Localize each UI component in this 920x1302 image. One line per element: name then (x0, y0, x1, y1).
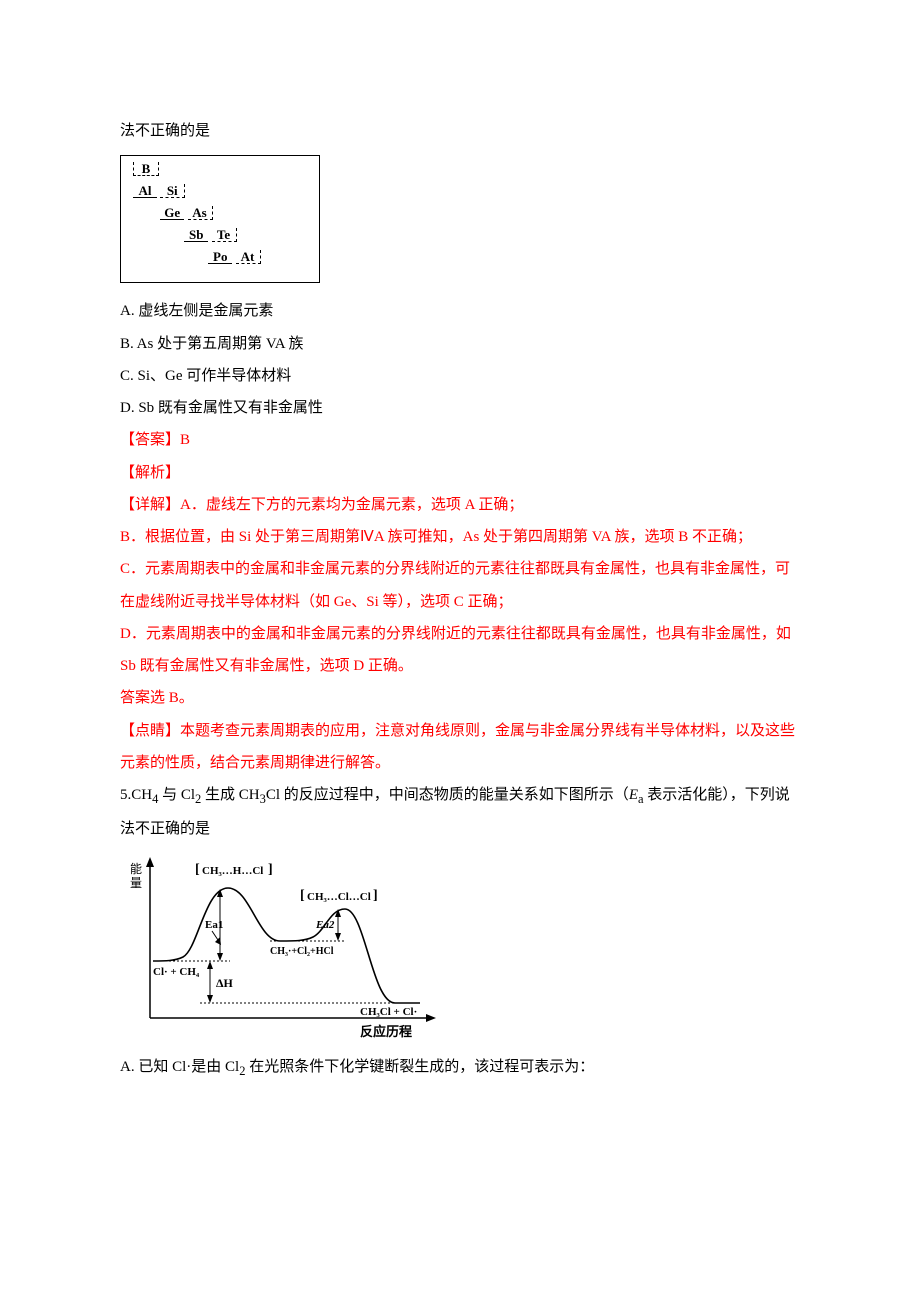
q4-opt-d: D. Sb 既有金属性又有非金属性 (120, 392, 800, 424)
el-b: B (133, 162, 159, 176)
dianjing-label: 【点睛】 (120, 723, 180, 739)
q4-dianjing: 【点睛】本题考查元素周期表的应用，注意对角线原则，金属与非金属分界线有半导体材料… (120, 715, 800, 780)
svg-text:CH₃…H…Cl: CH₃…H…Cl (202, 865, 263, 877)
q5-stem: 5.CH4 与 Cl2 生成 CH3Cl 的反应过程中，中间态物质的能量关系如下… (120, 779, 800, 845)
svg-text:CH₃·+Cl₂+HCl: CH₃·+Cl₂+HCl (270, 946, 334, 957)
svg-text:量: 量 (130, 876, 142, 890)
el-as: As (188, 206, 213, 220)
answer-label: 【答案】 (120, 432, 180, 448)
svg-text:[: [ (195, 862, 200, 877)
q5-opt-a-pre: A. 已知 Cl·是由 Cl (120, 1059, 239, 1075)
el-al: Al (133, 184, 157, 198)
q4-stem-cont: 法不正确的是 (120, 115, 800, 147)
el-sb: Sb (184, 228, 208, 242)
q5-stem-pre: 5.CH (120, 787, 152, 803)
el-ge: Ge (160, 206, 184, 220)
q4-detail-d: D．元素周期表中的金属和非金属元素的分界线附近的元素往往都既具有金属性，也具有非… (120, 618, 800, 683)
q4-opt-b: B. As 处于第五周期第 VA 族 (120, 328, 800, 360)
q4-detail-b: B．根据位置，由 Si 处于第三周期第ⅣA 族可推知，As 处于第四周期第 VA… (120, 521, 800, 553)
svg-text:CH₃…Cl…Cl: CH₃…Cl…Cl (307, 891, 371, 903)
el-at: At (236, 250, 261, 264)
document-page: 法不正确的是 B Al Si Ge As Sb Te Po At A. 虚线左侧… (0, 0, 920, 1302)
svg-text:ΔH: ΔH (216, 976, 234, 990)
detail-a-text: A．虚线左下方的元素均为金属元素，选项 A 正确； (180, 497, 523, 513)
energy-diagram: 能 量 反应历程 Ea1 Ea2 ΔH (120, 853, 450, 1043)
svg-text:Ea2: Ea2 (315, 919, 335, 931)
q5-opt-a: A. 已知 Cl·是由 Cl2 在光照条件下化学键断裂生成的，该过程可表示为： (120, 1051, 800, 1085)
svg-text:CH₃Cl + Cl·: CH₃Cl + Cl· (360, 1006, 417, 1018)
q4-detail-a: 【详解】A．虚线左下方的元素均为金属元素，选项 A 正确； (120, 489, 800, 521)
q5-stem-mid2: 生成 CH (201, 787, 259, 803)
q5-stem-mid1: 与 Cl (158, 787, 195, 803)
q5-ea: E (629, 787, 638, 803)
svg-text:反应历程: 反应历程 (360, 1024, 412, 1039)
detail-label: 【详解】 (120, 497, 180, 513)
periodic-table-fragment: B Al Si Ge As Sb Te Po At (120, 155, 320, 283)
q5-stem-mid3: Cl 的反应过程中，中间态物质的能量关系如下图所示（ (266, 787, 629, 803)
q4-opt-a: A. 虚线左侧是金属元素 (120, 295, 800, 327)
q4-opt-c: C. Si、Ge 可作半导体材料 (120, 360, 800, 392)
svg-text:]: ] (268, 862, 273, 877)
el-si: Si (160, 184, 185, 198)
q4-analysis-label: 【解析】 (120, 457, 800, 489)
dianjing-text: 本题考查元素周期表的应用，注意对角线原则，金属与非金属分界线有半导体材料，以及这… (120, 723, 795, 771)
q4-detail-c: C．元素周期表中的金属和非金属元素的分界线附近的元素往往都既具有金属性，也具有非… (120, 553, 800, 618)
el-te: Te (212, 228, 237, 242)
svg-text:]: ] (373, 888, 378, 903)
svg-text:Cl· + CH₄: Cl· + CH₄ (153, 966, 200, 978)
q4-final-answer: 答案选 B。 (120, 682, 800, 714)
q4-answer-line: 【答案】B (120, 424, 800, 456)
el-po: Po (208, 250, 232, 264)
answer-value: B (180, 432, 190, 448)
q5-opt-a-post: 在光照条件下化学键断裂生成的，该过程可表示为： (245, 1059, 594, 1075)
svg-text:Ea1: Ea1 (205, 919, 223, 931)
svg-text:[: [ (300, 888, 305, 903)
svg-text:能: 能 (130, 862, 142, 876)
